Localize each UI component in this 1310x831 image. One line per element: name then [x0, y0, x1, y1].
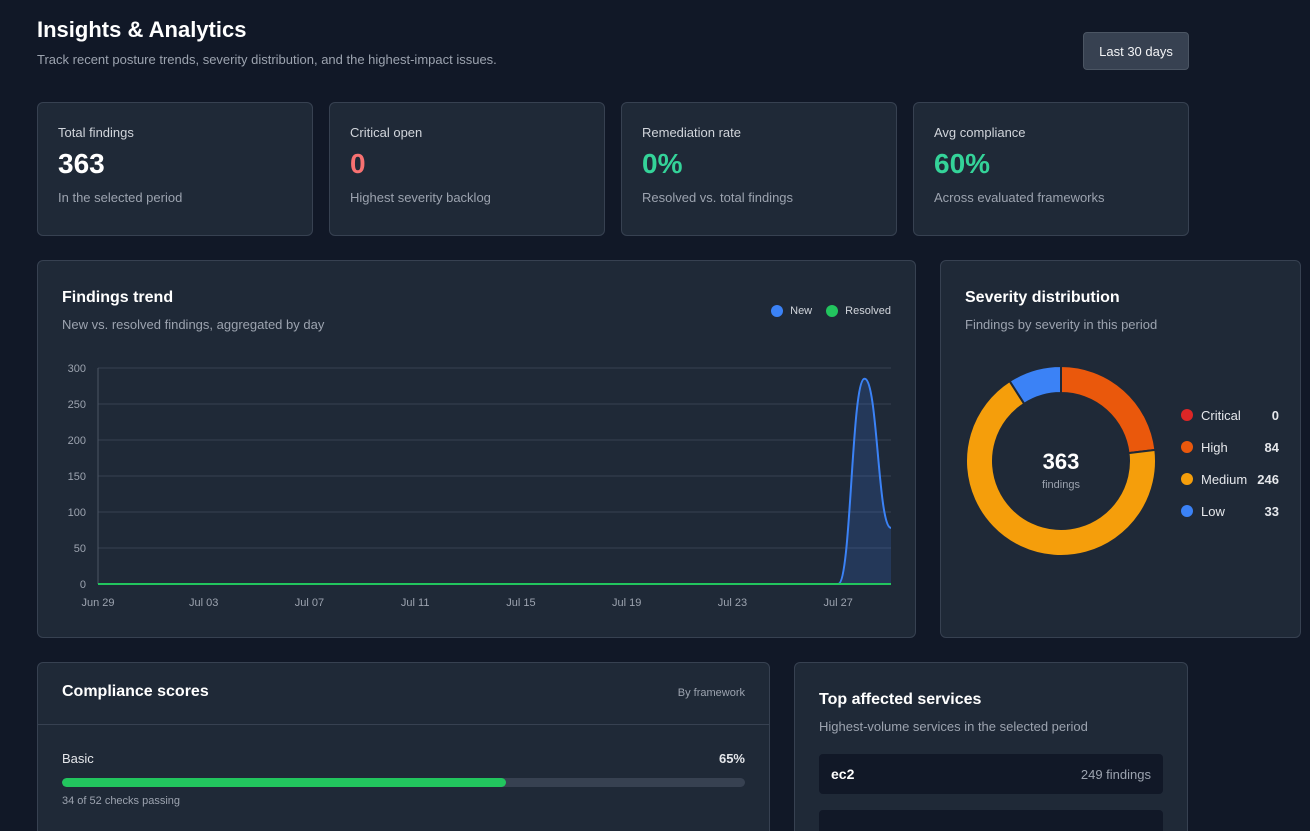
- severity-swatch: [1181, 505, 1193, 517]
- x-tick-label: Jul 19: [612, 597, 641, 609]
- severity-swatch: [1181, 441, 1193, 453]
- stat-value: 0%: [642, 148, 683, 179]
- legend-item-resolved[interactable]: Resolved: [826, 305, 891, 317]
- stat-value: 363: [58, 148, 105, 179]
- donut-total-label: findings: [1042, 479, 1080, 491]
- legend-swatch-new: [771, 305, 784, 317]
- donut-total: 363: [1043, 449, 1080, 474]
- trend-title: Findings trend: [62, 289, 174, 306]
- findings-trend-card: Findings trend New vs. resolved findings…: [37, 260, 916, 638]
- y-tick-label: 0: [80, 579, 86, 591]
- page-subtitle: Track recent posture trends, severity di…: [37, 52, 497, 67]
- severity-count: 33: [1264, 503, 1279, 519]
- severity-row-high: High 84: [1181, 431, 1279, 463]
- stat-label: Avg compliance: [934, 125, 1026, 140]
- donut-slice-high[interactable]: [1060, 364, 1157, 455]
- stat-note: In the selected period: [58, 190, 183, 205]
- compliance-title: Compliance scores: [62, 683, 209, 700]
- stat-label: Critical open: [350, 125, 423, 140]
- stat-card-avg-compliance: Avg compliance 60% Across evaluated fram…: [913, 102, 1189, 236]
- severity-row-low: Low 33: [1181, 495, 1279, 527]
- y-tick-label: 300: [68, 363, 86, 375]
- x-tick-label: Jul 11: [401, 597, 430, 609]
- series-line-new: [98, 377, 892, 585]
- donut-slice-low[interactable]: [1008, 364, 1062, 406]
- severity-row-medium: Medium 246: [1181, 463, 1279, 495]
- stat-value: 60%: [934, 148, 991, 179]
- service-count: 249 findings: [1080, 766, 1151, 782]
- framework-name: Basic: [62, 751, 94, 766]
- compliance-header: Compliance scores By framework: [38, 663, 769, 725]
- legend-label-resolved: Resolved: [845, 305, 891, 317]
- severity-distribution-card: Severity distribution Findings by severi…: [940, 260, 1301, 638]
- framework-progress-track: [62, 778, 745, 787]
- severity-name: High: [1201, 439, 1228, 455]
- severity-subtitle: Findings by severity in this period: [965, 317, 1158, 332]
- services-subtitle: Highest-volume services in the selected …: [819, 719, 1088, 734]
- legend-swatch-resolved: [826, 305, 839, 317]
- stat-card-remediation-rate: Remediation rate 0% Resolved vs. total f…: [621, 102, 897, 236]
- service-row-ec2[interactable]: ec2 249 findings: [819, 754, 1163, 794]
- severity-count: 84: [1264, 439, 1279, 455]
- stat-note: Highest severity backlog: [350, 190, 491, 205]
- legend-label-new: New: [790, 305, 813, 317]
- x-tick-label: Jul 15: [506, 597, 535, 609]
- framework-progress-fill: [62, 778, 506, 787]
- severity-row-critical: Critical 0: [1181, 399, 1279, 431]
- x-tick-label: Jul 27: [823, 597, 852, 609]
- severity-count: 246: [1257, 471, 1279, 487]
- stat-value: 0: [350, 148, 366, 179]
- stat-label: Total findings: [58, 125, 134, 140]
- severity-title: Severity distribution: [965, 289, 1120, 306]
- trend-legend: New Resolved: [771, 305, 891, 317]
- stat-note: Resolved vs. total findings: [642, 190, 794, 205]
- findings-trend-chart: 0 50 100 150 200 250 300 Jun 29 Jul 03 Jul 07 Jul …: [68, 363, 892, 609]
- severity-swatch: [1181, 473, 1193, 485]
- stat-card-critical-open: Critical open 0 Highest severity backlog: [329, 102, 605, 236]
- legend-item-new[interactable]: New: [771, 305, 812, 317]
- severity-donut-chart: 363 findings: [965, 364, 1157, 557]
- y-tick-label: 150: [68, 471, 86, 483]
- x-tick-label: Jul 07: [295, 597, 324, 609]
- x-tick-label: Jul 23: [718, 597, 747, 609]
- severity-count: 0: [1271, 407, 1279, 423]
- stat-note: Across evaluated frameworks: [934, 190, 1105, 205]
- series-area-new: [98, 378, 891, 584]
- donut-slice-medium[interactable]: [965, 379, 1157, 557]
- severity-name: Low: [1201, 503, 1225, 519]
- y-tick-label: 250: [68, 399, 86, 411]
- y-tick-label: 100: [68, 507, 86, 519]
- severity-name: Medium: [1201, 471, 1248, 487]
- severity-legend: Critical 0 High 84 Medium 246 Low 33: [1181, 399, 1279, 527]
- severity-name: Critical: [1201, 407, 1241, 423]
- service-name: ec2: [831, 766, 855, 782]
- top-services-card: Top affected services Highest-volume ser…: [794, 662, 1188, 831]
- y-tick-label: 200: [68, 435, 86, 447]
- framework-row: Basic 65% 34 of 52 checks passing: [38, 751, 769, 807]
- x-tick-label: Jul 03: [189, 597, 218, 609]
- service-row[interactable]: [819, 810, 1163, 831]
- x-tick-label: Jun 29: [81, 597, 114, 609]
- stat-card-total-findings: Total findings 363 In the selected perio…: [37, 102, 313, 236]
- severity-swatch: [1181, 409, 1193, 421]
- compliance-scores-card: Compliance scores By framework Basic 65%…: [37, 662, 770, 831]
- date-range-button[interactable]: Last 30 days: [1083, 32, 1189, 70]
- stat-label: Remediation rate: [642, 125, 741, 140]
- framework-percent: 65%: [718, 751, 745, 766]
- framework-note: 34 of 52 checks passing: [62, 795, 181, 807]
- services-title: Top affected services: [819, 691, 982, 708]
- page-title: Insights & Analytics: [37, 17, 247, 42]
- y-tick-label: 50: [74, 543, 86, 555]
- trend-subtitle: New vs. resolved findings, aggregated by…: [62, 317, 325, 332]
- compliance-tag: By framework: [677, 687, 745, 699]
